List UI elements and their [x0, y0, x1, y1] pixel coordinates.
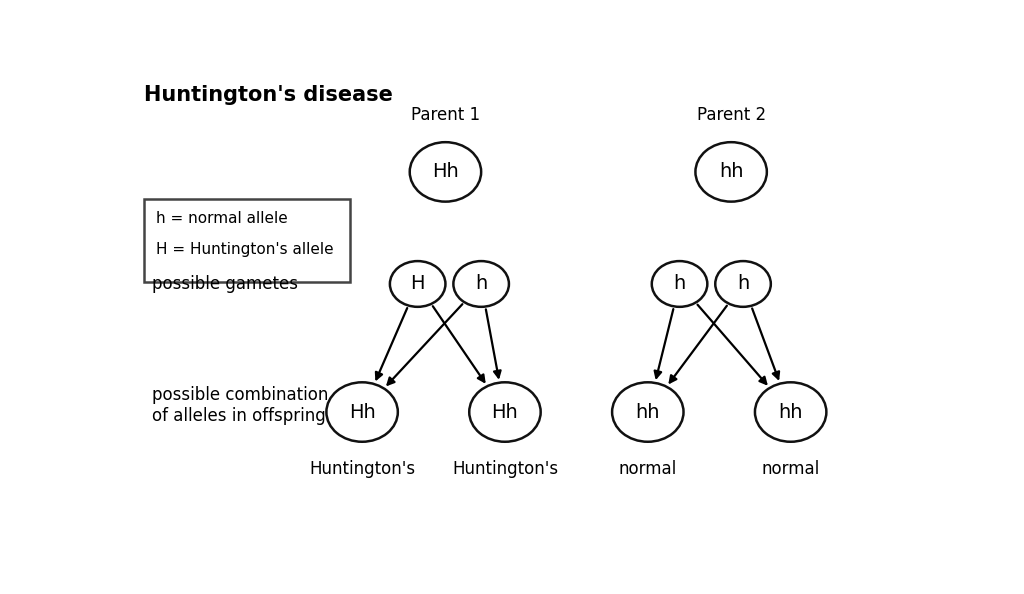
Text: Hh: Hh: [492, 403, 518, 422]
Text: h: h: [475, 274, 487, 293]
Ellipse shape: [390, 261, 445, 307]
FancyBboxPatch shape: [143, 200, 350, 282]
Text: possible combination
of alleles in offspring: possible combination of alleles in offsp…: [152, 386, 328, 425]
Ellipse shape: [454, 261, 509, 307]
Text: h: h: [674, 274, 686, 293]
Text: possible gametes: possible gametes: [152, 275, 298, 293]
Text: hh: hh: [778, 403, 803, 422]
Text: h: h: [737, 274, 750, 293]
Text: Huntington's: Huntington's: [309, 460, 415, 478]
Ellipse shape: [695, 142, 767, 201]
Text: normal: normal: [762, 460, 820, 478]
Ellipse shape: [716, 261, 771, 307]
Ellipse shape: [327, 383, 397, 442]
Text: hh: hh: [719, 162, 743, 181]
Ellipse shape: [612, 383, 684, 442]
Text: H = Huntington's allele: H = Huntington's allele: [156, 242, 334, 257]
Ellipse shape: [469, 383, 541, 442]
Text: Huntington's: Huntington's: [452, 460, 558, 478]
Text: hh: hh: [636, 403, 660, 422]
Text: Parent 2: Parent 2: [696, 106, 766, 124]
Ellipse shape: [755, 383, 826, 442]
Text: normal: normal: [618, 460, 677, 478]
Text: Hh: Hh: [432, 162, 459, 181]
Text: H: H: [411, 274, 425, 293]
Text: Huntington's disease: Huntington's disease: [143, 85, 393, 105]
Ellipse shape: [410, 142, 481, 201]
Text: Hh: Hh: [349, 403, 376, 422]
Text: Parent 1: Parent 1: [411, 106, 480, 124]
Text: h = normal allele: h = normal allele: [156, 211, 288, 226]
Ellipse shape: [652, 261, 708, 307]
